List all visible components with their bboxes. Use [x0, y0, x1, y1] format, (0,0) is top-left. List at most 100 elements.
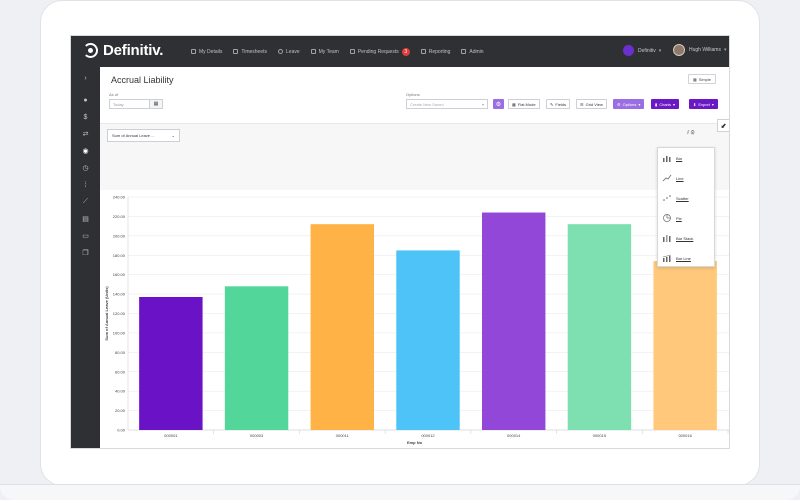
chevron-down-icon: ▾: [672, 101, 675, 107]
export-button[interactable]: ⬇ Export ▾: [689, 99, 718, 109]
y-tick-label: 200.00: [113, 233, 126, 238]
compass-icon[interactable]: ◉: [82, 148, 89, 155]
chart-menu-label: Bar Line: [676, 255, 691, 261]
copy-icon[interactable]: ❐: [82, 250, 89, 257]
team-icon: [310, 49, 316, 54]
chevron-right-icon[interactable]: ›: [84, 74, 87, 82]
simple-label: Simple: [698, 76, 712, 82]
bar-000012: [396, 250, 460, 430]
as-of-date-input[interactable]: Today: [109, 99, 150, 109]
bar-chart-icon: ▮: [655, 101, 658, 107]
nav-item-admin[interactable]: Admin: [461, 48, 484, 55]
org-logo-icon: [623, 45, 634, 56]
pending-count-badge: 3: [401, 47, 410, 56]
charts-button[interactable]: ▮ Charts ▾: [651, 99, 679, 109]
chart-menu-item-bar-line[interactable]: Bar Line: [662, 251, 691, 265]
flat-mode-button[interactable]: ▦ Flat Mode: [508, 99, 540, 109]
chevron-down-icon: ▾: [481, 101, 484, 107]
as-of-label: As of: [109, 92, 119, 97]
chart-menu-item-bar-stack[interactable]: Bar Stack: [662, 231, 693, 245]
measure-select[interactable]: Sum of Annual Leave ... ⌄: [107, 129, 180, 142]
y-tick-label: 40.00: [115, 389, 126, 394]
collapse-arrow-icon[interactable]: ⬋: [717, 119, 729, 132]
nav-label: My Team: [318, 48, 339, 55]
chart-menu-label: Bar Stack: [676, 235, 694, 241]
nav-label: Timesheets: [241, 48, 268, 55]
calendar-button[interactable]: ▦: [149, 99, 163, 109]
date-placeholder: Today: [113, 101, 124, 107]
grid-view-button[interactable]: ☰ Grid View: [576, 99, 607, 109]
bar-000015: [567, 224, 632, 430]
x-axis-title: Emp No: [407, 440, 423, 445]
chevron-down-icon: ▾: [723, 47, 727, 53]
gear-icon: ⚙: [617, 101, 621, 107]
fields-label: Fields: [555, 101, 567, 107]
brand-logo[interactable]: Definitiv.: [83, 42, 163, 59]
user-icon[interactable]: ●: [83, 96, 88, 104]
x-tick-label: 000014: [507, 433, 521, 438]
chart-menu-item-line[interactable]: Line: [662, 171, 684, 185]
gear-icon: [461, 49, 467, 54]
clock-icon[interactable]: ◷: [82, 165, 89, 172]
exchange-icon[interactable]: ⇄: [82, 131, 89, 138]
dollar-icon[interactable]: $: [83, 113, 88, 121]
fields-button[interactable]: ✎ Fields: [546, 99, 571, 109]
calendar-icon: ▦: [153, 101, 159, 107]
saved-placeholder: Create New Saved: [410, 101, 444, 107]
chevron-down-icon: ▾: [711, 101, 714, 107]
grid-icon[interactable]: ⁞: [84, 181, 87, 189]
nav-item-my-team[interactable]: My Team: [310, 48, 339, 55]
options-button[interactable]: ⚙ Options ▾: [613, 99, 645, 109]
folder-icon[interactable]: ▭: [82, 233, 89, 240]
nav-item-reporting[interactable]: Reporting: [420, 49, 450, 55]
clock-icon: [278, 49, 284, 54]
line-chart-icon[interactable]: ⟋: [83, 198, 88, 205]
x-tick-label: 000016: [678, 433, 692, 438]
line-chart-icon: [662, 174, 672, 182]
y-tick-label: 20.00: [115, 408, 126, 413]
bar-line-icon: [662, 254, 672, 262]
y-tick-label: 60.00: [115, 369, 126, 374]
main-nav: My Details Timesheets Leave My Team Pend…: [191, 36, 495, 67]
bar-000011: [310, 224, 374, 430]
brand-name: Definitiv.: [103, 42, 164, 59]
bar-000001: [139, 296, 203, 430]
y-tick-label: 160.00: [113, 272, 126, 277]
nav-item-pending-requests[interactable]: Pending Requests 3: [349, 47, 410, 56]
chart-controls-area: [100, 124, 729, 190]
stacked-bar-icon: [663, 235, 671, 242]
y-tick-label: 180.00: [113, 253, 126, 258]
left-rail: › ● $ ⇄ ◉ ◷ ⁞ ⟋ ▤ ▭ ❐: [71, 67, 100, 448]
export-button-label: Export: [698, 101, 710, 107]
org-switcher[interactable]: Definitiv ▾: [623, 45, 661, 56]
main-content: Accrual Liability ▦ Simple As of Today ▦ …: [100, 67, 729, 448]
saved-view-select[interactable]: Create New Saved ▾: [406, 99, 488, 109]
chart-menu-item-bar[interactable]: Bar: [662, 151, 682, 165]
org-name: Definitiv: [638, 47, 656, 54]
x-tick-label: 000011: [336, 433, 350, 438]
chart-type-menu: Bar Line Scatter Pie Bar Stack Bar Line: [657, 147, 715, 267]
y-tick-label: 120.00: [113, 311, 126, 316]
toolbar-divider: [100, 123, 729, 124]
simple-button[interactable]: ▦ Simple: [688, 74, 717, 84]
y-tick-label: 220.00: [113, 214, 126, 219]
bar-000016: [653, 261, 717, 430]
chevron-down-icon: ▾: [638, 101, 641, 107]
settings-button[interactable]: ⚙: [493, 99, 504, 109]
nav-item-leave[interactable]: Leave: [278, 49, 300, 55]
x-tick-label: 000001: [164, 433, 178, 438]
download-icon: ⬇: [693, 101, 697, 107]
document-icon[interactable]: ▤: [82, 216, 89, 223]
bar-000014: [482, 212, 546, 430]
chart-settings-icon[interactable]: ⫽ ⚙: [687, 130, 695, 136]
chart-menu-label: Bar: [676, 155, 683, 161]
y-tick-label: 0.00: [117, 428, 126, 433]
nav-item-my-details[interactable]: My Details: [191, 49, 222, 55]
logo-mark-icon: [83, 43, 98, 58]
user-menu[interactable]: Hugh Williams ▾: [673, 44, 726, 56]
nav-item-timesheets[interactable]: Timesheets: [233, 49, 267, 55]
chart-icon: [420, 49, 426, 54]
nav-label: Admin: [469, 48, 484, 55]
chart-menu-item-pie[interactable]: Pie: [662, 211, 682, 225]
chart-menu-item-scatter[interactable]: Scatter: [662, 191, 689, 205]
